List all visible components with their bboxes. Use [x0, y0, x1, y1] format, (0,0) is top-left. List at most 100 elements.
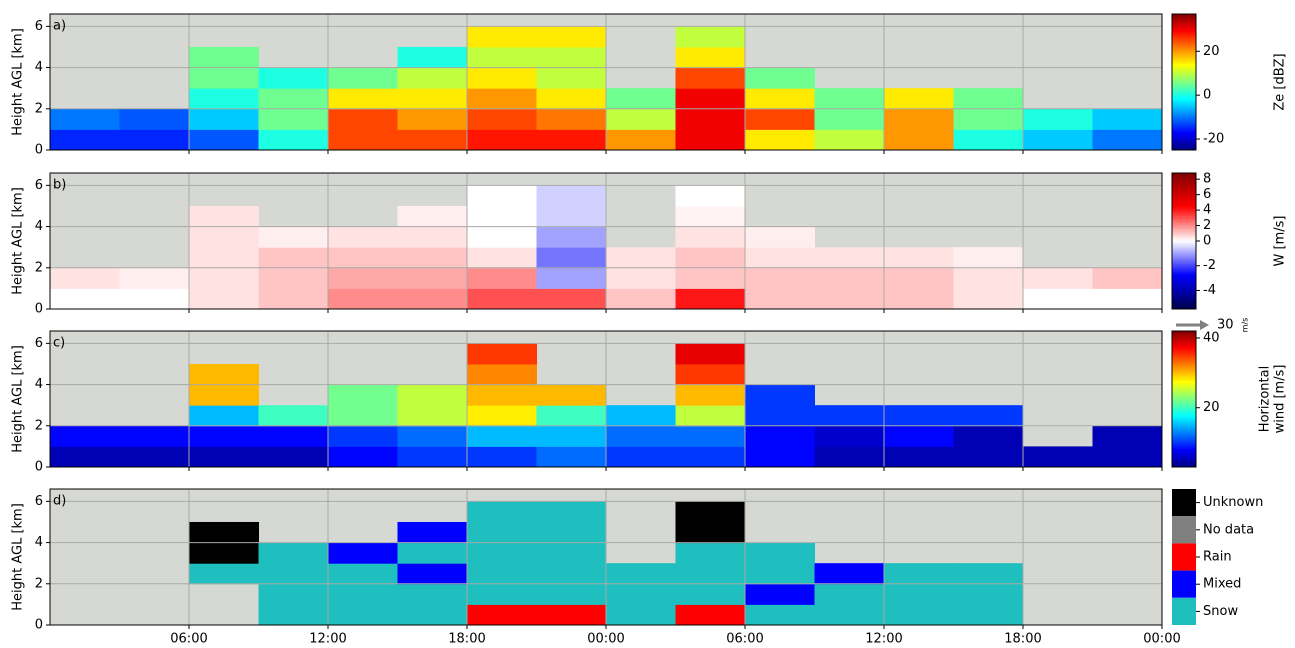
y-axis-label: Height AGL [km]	[11, 345, 26, 453]
colorbar-segment	[1172, 41, 1196, 44]
heatmap-cell	[953, 425, 1024, 447]
heatmap-cell	[328, 247, 398, 269]
colorbar-segment	[1172, 111, 1196, 115]
colorbar-segment	[1172, 433, 1196, 436]
heatmap-cell	[467, 343, 537, 365]
colorbar-segment	[1172, 460, 1196, 463]
heatmap-cell	[189, 563, 259, 585]
colorbar-segment	[1172, 437, 1196, 441]
heatmap-cell	[397, 405, 468, 427]
heatmap-cell	[189, 88, 259, 110]
colorbar-segment	[1172, 231, 1196, 235]
colorbar-segment	[1172, 236, 1196, 240]
colorbar-segment	[1172, 344, 1196, 348]
colorbar-segment	[1172, 195, 1196, 199]
heatmap-cell	[675, 343, 746, 365]
colorbar-segment	[1172, 118, 1196, 121]
heatmap-cell	[1023, 446, 1093, 468]
colorbar-segment	[1172, 34, 1196, 38]
colorbar-segment	[1172, 75, 1196, 78]
colorbar-segment	[1172, 84, 1196, 87]
colorbar-segment	[1172, 204, 1196, 208]
colorbar-segment	[1172, 256, 1196, 260]
colorbar-segment	[1172, 109, 1196, 112]
heatmap-cell	[675, 521, 746, 544]
colorbar-segment	[1172, 401, 1196, 404]
heatmap-cell	[1092, 267, 1163, 289]
colorbar-segment	[1172, 243, 1196, 246]
heatmap-cell	[467, 288, 537, 310]
heatmap-cell	[675, 129, 746, 151]
colorbar-segment	[1172, 14, 1196, 17]
colorbar-segment	[1172, 270, 1196, 274]
heatmap-cell	[328, 129, 398, 151]
colorbar-tick-label: 20	[1203, 400, 1220, 415]
colorbar-segment	[1172, 297, 1196, 301]
colorbar-segment	[1172, 302, 1196, 305]
heatmap-cell	[675, 205, 746, 228]
heatmap-cell	[328, 226, 398, 248]
plot-frame	[49, 172, 1163, 310]
heatmap-cell	[675, 363, 746, 386]
heatmap-cell	[397, 384, 468, 406]
heatmap-cell	[536, 446, 607, 468]
heatmap-cell	[606, 604, 676, 626]
colorbar-segment	[1172, 88, 1196, 92]
colorbar-segment	[1172, 138, 1196, 142]
colorbar-segment	[1172, 421, 1196, 425]
heatmap-cell	[814, 88, 885, 110]
heatmap-cell	[606, 405, 676, 427]
colorbar-segment	[1172, 43, 1196, 47]
colorbar-segment	[1172, 23, 1196, 26]
reference-unit: m/s	[1241, 318, 1250, 333]
colorbar-segment	[1172, 27, 1196, 31]
heatmap-cell	[258, 288, 329, 310]
heatmap-cell	[675, 46, 746, 69]
heatmap-cell	[189, 288, 259, 310]
heatmap-cell	[328, 288, 398, 310]
colorbar-segment	[1172, 241, 1196, 244]
heatmap-cell	[467, 405, 537, 427]
heatmap-cell	[814, 288, 885, 310]
y-tick-label: 6	[35, 494, 43, 509]
legend-swatch	[1172, 516, 1196, 544]
colorbar-segment	[1172, 263, 1196, 267]
heatmap-cell	[953, 563, 1024, 585]
heatmap-cell	[328, 405, 398, 427]
colorbar-frame	[1171, 172, 1197, 310]
colorbar-segment	[1172, 25, 1196, 28]
colorbar-tick-label: 0	[1203, 234, 1211, 249]
heatmap-cell	[328, 583, 398, 605]
heatmap-cell	[258, 405, 329, 427]
colorbar-tick-label: 2	[1203, 218, 1211, 233]
heatmap-cell	[606, 247, 676, 269]
colorbar-segment	[1172, 129, 1196, 133]
heatmap-cell	[814, 247, 885, 269]
colorbar-segment	[1172, 116, 1196, 119]
heatmap-cell	[675, 26, 746, 48]
heatmap-cell	[814, 108, 885, 130]
heatmap-cell	[536, 88, 607, 110]
heatmap-cell	[536, 67, 607, 89]
heatmap-cell	[606, 88, 676, 110]
colorbar-segment	[1172, 50, 1196, 53]
colorbar-segment	[1172, 457, 1196, 461]
colorbar-segment	[1172, 304, 1196, 308]
heatmap-cell	[536, 46, 607, 69]
colorbar-segment	[1172, 184, 1196, 187]
legend-label: Mixed	[1203, 577, 1241, 592]
legend-label: Rain	[1203, 550, 1232, 565]
colorbar-segment	[1172, 378, 1196, 382]
colorbar-segment	[1172, 143, 1196, 146]
colorbar-segment	[1172, 275, 1196, 278]
y-tick-label: 4	[35, 535, 43, 550]
colorbar-tick-label: 4	[1203, 203, 1211, 218]
y-tick-label: 0	[35, 143, 43, 158]
heatmap-cell	[884, 108, 954, 130]
heatmap-cell	[119, 288, 190, 310]
heatmap-cell	[745, 405, 815, 427]
heatmap-cell	[328, 108, 398, 130]
reference-arrow-head	[1200, 320, 1209, 330]
colorbar-segment	[1172, 245, 1196, 249]
colorbar-segment	[1172, 38, 1196, 42]
